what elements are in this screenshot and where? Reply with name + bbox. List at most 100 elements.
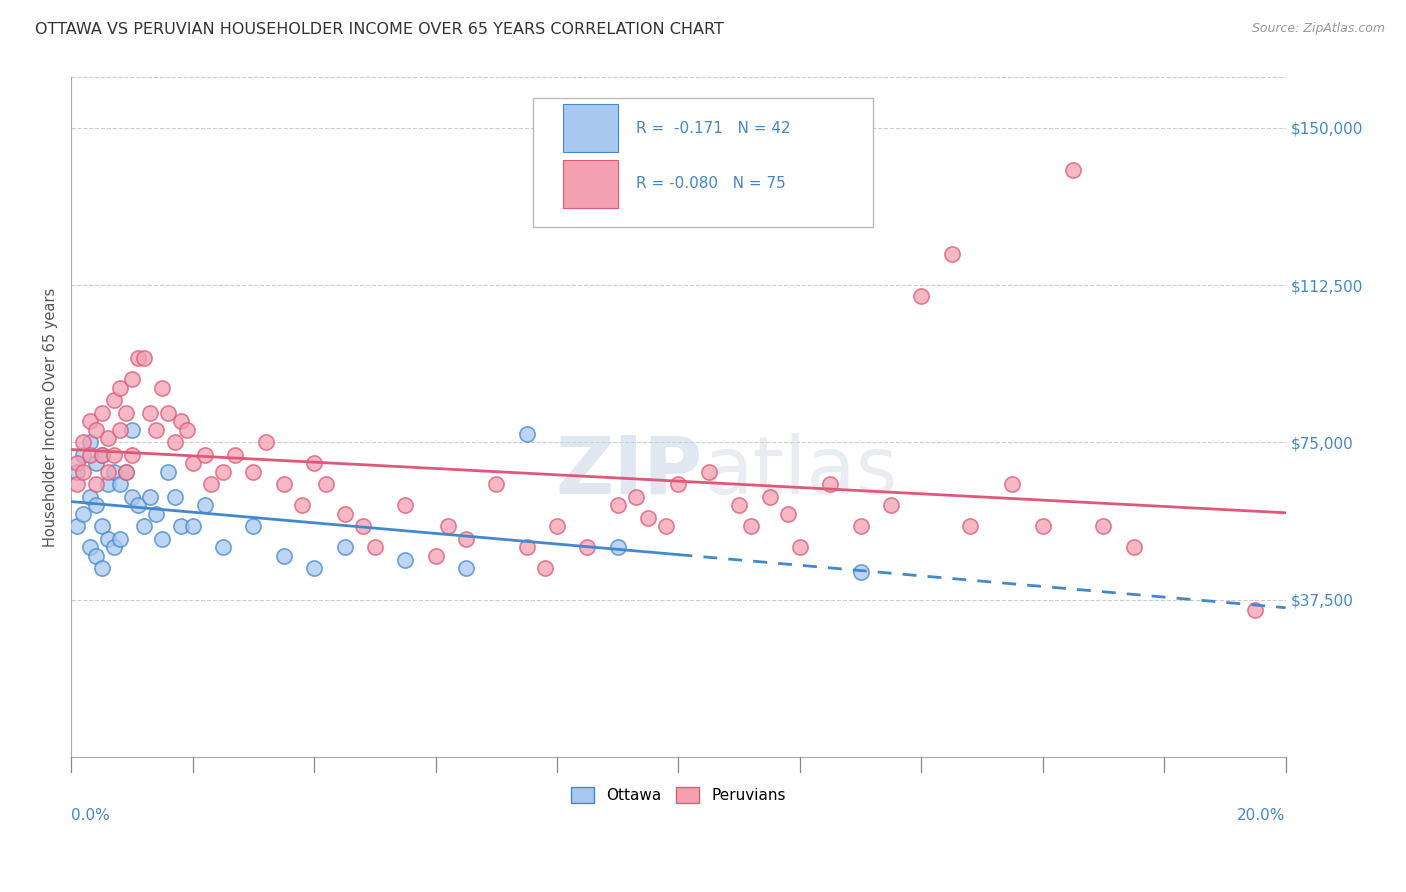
Point [181, 519, 204, 533]
Point [880, 498, 903, 512]
Point [789, 540, 811, 554]
Point [200, 477, 222, 491]
Point [668, 477, 690, 491]
Point [79, 435, 101, 450]
Point [115, 406, 138, 420]
Point [176, 423, 198, 437]
FancyBboxPatch shape [564, 160, 617, 208]
Point [1001, 477, 1024, 491]
Point [224, 448, 246, 462]
Point [108, 423, 131, 437]
Point [108, 532, 131, 546]
Y-axis label: Householder Income Over 65 years: Householder Income Over 65 years [44, 287, 58, 547]
Point [758, 490, 780, 504]
Point [79, 414, 101, 428]
Point [127, 498, 149, 512]
Point [121, 490, 143, 504]
Point [115, 465, 138, 479]
Point [66, 519, 89, 533]
Text: OTTAWA VS PERUVIAN HOUSEHOLDER INCOME OVER 65 YEARS CORRELATION CHART: OTTAWA VS PERUVIAN HOUSEHOLDER INCOME OV… [35, 22, 724, 37]
Point [90, 448, 112, 462]
Point [72, 507, 94, 521]
Point [697, 465, 720, 479]
Point [79, 448, 101, 462]
Point [194, 498, 217, 512]
Point [103, 448, 125, 462]
Point [302, 561, 325, 575]
Point [194, 448, 217, 462]
Point [90, 406, 112, 420]
Text: ZIP: ZIP [555, 433, 703, 510]
Point [776, 507, 799, 521]
Point [637, 511, 659, 525]
Point [546, 519, 568, 533]
Point [66, 477, 89, 491]
Point [157, 465, 180, 479]
Point [364, 540, 387, 554]
Point [516, 540, 538, 554]
Point [1032, 519, 1054, 533]
Point [959, 519, 981, 533]
Point [1244, 603, 1267, 617]
Point [163, 490, 186, 504]
Point [115, 465, 138, 479]
Point [606, 540, 628, 554]
Point [485, 477, 508, 491]
Point [302, 456, 325, 470]
Text: R =  -0.171   N = 42: R = -0.171 N = 42 [636, 120, 790, 136]
Point [436, 519, 458, 533]
Point [425, 549, 447, 563]
Point [212, 540, 235, 554]
Point [108, 381, 131, 395]
Point [79, 490, 101, 504]
Point [534, 561, 557, 575]
Point [134, 351, 156, 366]
Point [941, 246, 963, 260]
Text: R = -0.080   N = 75: R = -0.080 N = 75 [636, 177, 786, 191]
Point [139, 406, 162, 420]
Point [1092, 519, 1115, 533]
Point [84, 549, 107, 563]
Text: Source: ZipAtlas.com: Source: ZipAtlas.com [1251, 22, 1385, 36]
Point [108, 477, 131, 491]
Point [394, 498, 416, 512]
Point [181, 456, 204, 470]
Point [740, 519, 762, 533]
Point [90, 519, 112, 533]
Point [66, 465, 89, 479]
Point [72, 435, 94, 450]
Point [134, 519, 156, 533]
Point [315, 477, 337, 491]
Point [97, 477, 120, 491]
Point [1062, 162, 1084, 177]
Point [139, 490, 162, 504]
Point [849, 566, 872, 580]
Point [254, 435, 277, 450]
Point [103, 393, 125, 408]
Point [655, 519, 678, 533]
Point [242, 519, 264, 533]
Point [121, 372, 143, 386]
Point [606, 498, 628, 512]
Point [333, 540, 356, 554]
Point [97, 532, 120, 546]
Point [90, 448, 112, 462]
Point [150, 381, 173, 395]
Point [150, 532, 173, 546]
Point [576, 540, 599, 554]
Point [145, 423, 167, 437]
Point [910, 288, 932, 302]
Point [624, 490, 647, 504]
Point [90, 561, 112, 575]
Point [291, 498, 314, 512]
Point [728, 498, 751, 512]
Point [394, 553, 416, 567]
Point [121, 423, 143, 437]
Point [127, 351, 149, 366]
Point [169, 414, 191, 428]
Point [820, 477, 842, 491]
Point [145, 507, 167, 521]
Point [97, 431, 120, 445]
Point [84, 477, 107, 491]
Point [849, 519, 872, 533]
